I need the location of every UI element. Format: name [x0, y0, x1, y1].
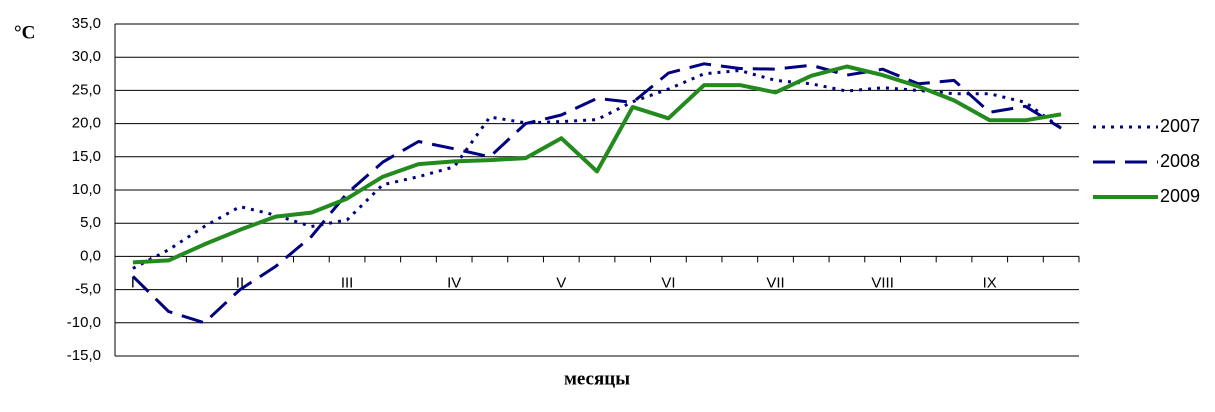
x-tick-label: VIII [871, 274, 894, 291]
x-tick-label: VII [766, 274, 784, 291]
x-tick-label: IX [983, 274, 997, 291]
x-tick-label: VI [661, 274, 675, 291]
y-tick-label: 30,0 [72, 48, 101, 65]
y-tick-label: 35,0 [72, 15, 101, 32]
x-tick-label: IV [447, 274, 461, 291]
legend-label: 2009 [1160, 186, 1200, 206]
y-axis-label: °C [14, 22, 35, 43]
series-line [131, 62, 1062, 325]
x-tick-label: V [556, 274, 566, 291]
y-tick-label: 0,0 [80, 247, 101, 264]
x-axis-label: месяцы [564, 368, 630, 389]
legend-label: 2007 [1160, 116, 1200, 136]
x-tick-label: III [341, 274, 354, 291]
y-tick-label: -15,0 [67, 347, 101, 364]
x-tick-label: I [131, 274, 135, 291]
y-tick-label: 20,0 [72, 115, 101, 132]
y-tick-label: 5,0 [80, 214, 101, 231]
x-tick-label: II [236, 274, 244, 291]
y-tick-label: 25,0 [72, 81, 101, 98]
y-tick-label: 15,0 [72, 148, 101, 165]
y-tick-label: -10,0 [67, 314, 101, 331]
y-tick-label: 10,0 [72, 181, 101, 198]
series-line [132, 64, 1062, 265]
y-tick-label: -5,0 [75, 281, 101, 298]
series-line [132, 69, 1062, 270]
legend-label: 2008 [1160, 151, 1200, 171]
